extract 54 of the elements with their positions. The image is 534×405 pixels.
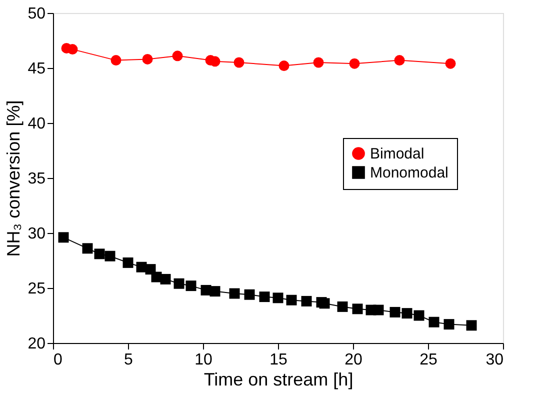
point [428, 316, 440, 328]
point [172, 50, 183, 62]
point [259, 292, 270, 302]
point [313, 57, 324, 68]
y-tick-label: 25 [28, 280, 46, 298]
point [286, 294, 297, 306]
y-axis-title: NH₃ conversion [%] [4, 100, 24, 257]
x-tick-label: 15 [270, 352, 288, 368]
y-tick-label: 50 [28, 6, 46, 22]
x-axis-title: Time on stream [h] [204, 370, 354, 390]
point [394, 55, 405, 66]
point [122, 257, 134, 268]
point [82, 243, 93, 254]
point [390, 306, 400, 318]
point [278, 60, 290, 72]
point [160, 274, 171, 284]
legend-label: Monomodal [370, 164, 448, 182]
legend-label: Bimodal [370, 146, 424, 162]
point [319, 298, 330, 309]
point [272, 292, 284, 304]
x-tick-label: 0 [54, 352, 62, 368]
point [142, 54, 153, 64]
x-tick-label: 25 [420, 352, 438, 368]
point [301, 296, 312, 306]
point [210, 286, 220, 297]
point [67, 44, 78, 55]
point [234, 57, 244, 68]
point [414, 310, 424, 321]
x-tick-label: 20 [344, 352, 362, 368]
point [402, 308, 412, 319]
point [110, 55, 122, 66]
point [186, 280, 196, 292]
point [444, 319, 454, 330]
point [94, 248, 105, 260]
point [445, 58, 456, 69]
point [373, 304, 384, 316]
point [210, 56, 220, 67]
point [174, 278, 184, 289]
y-tick-label: 35 [28, 170, 46, 188]
point [349, 58, 360, 69]
point [466, 320, 477, 331]
y-tick-label: 45 [28, 60, 46, 78]
y-tick-label: 20 [28, 336, 46, 352]
y-tick-label: 40 [28, 116, 46, 132]
point [337, 301, 348, 312]
x-tick-label: 30 [486, 352, 504, 368]
point [58, 232, 69, 243]
point [104, 250, 116, 262]
point [352, 304, 363, 314]
x-tick-label: 5 [124, 352, 134, 368]
point [244, 289, 255, 300]
point [229, 288, 240, 299]
x-tick-label: 10 [194, 352, 212, 368]
y-tick-label: 30 [28, 226, 46, 242]
